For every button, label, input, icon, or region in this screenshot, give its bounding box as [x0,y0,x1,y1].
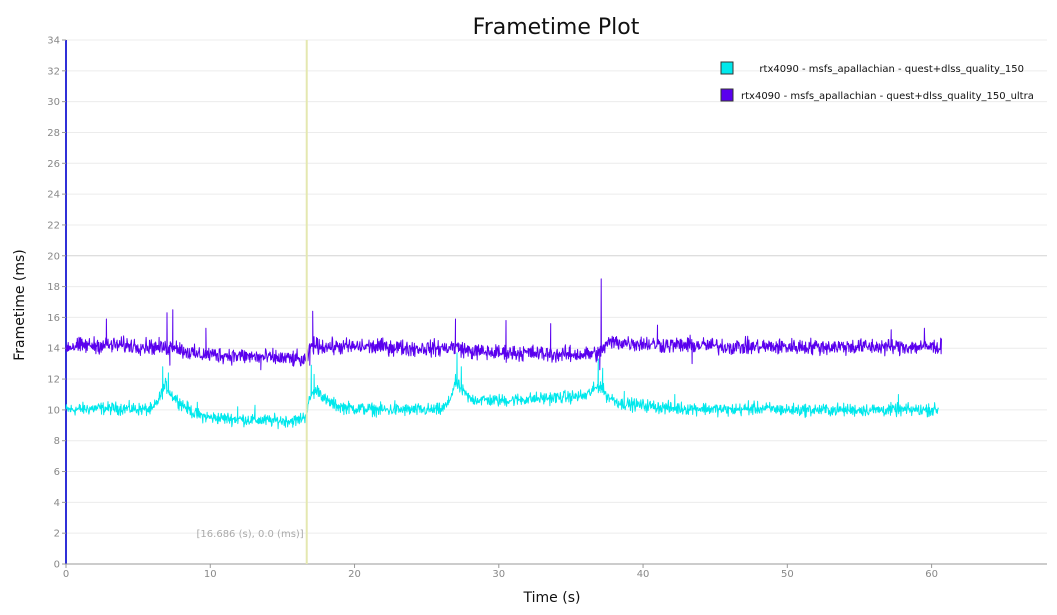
x-tick-label: 60 [925,569,938,580]
legend[interactable]: rtx4090 - msfs_apallachian - quest+dlss_… [720,61,1034,102]
y-tick-label: 0 [54,560,60,571]
legend-item-1[interactable]: rtx4090 - msfs_apallachian - quest+dlss_… [720,61,1024,75]
cursor-readout: [16.686 (s), 0.0 (ms)] [197,529,304,540]
y-tick-label: 24 [47,190,60,201]
series-layer [65,278,942,430]
x-tick-label: 0 [63,569,69,580]
y-tick-label: 22 [47,220,60,231]
axes [65,40,1047,565]
x-tick-label: 30 [492,569,505,580]
y-tick-label: 4 [54,498,60,509]
grid-lines [66,39,1047,565]
y-tick-label: 34 [47,36,60,47]
y-tick-label: 2 [54,529,60,540]
y-tick-label: 20 [47,251,60,262]
x-tick-labels: 0 10 20 30 40 50 60 [63,564,938,580]
y-tick-label: 14 [47,344,60,355]
legend-swatch-2 [720,88,734,102]
legend-label-2: rtx4090 - msfs_apallachian - quest+dlss_… [741,91,1034,102]
x-axis-title: Time (s) [523,590,581,606]
x-tick-label: 50 [781,569,794,580]
y-tick-label: 32 [47,66,60,77]
x-tick-label: 40 [637,569,650,580]
y-tick-label: 26 [47,159,60,170]
legend-swatch-1 [720,61,734,75]
legend-item-2[interactable]: rtx4090 - msfs_apallachian - quest+dlss_… [720,88,1034,102]
y-tick-label: 12 [47,375,60,386]
y-tick-label: 8 [54,436,60,447]
y-tick-label: 30 [47,97,60,108]
y-tick-label: 28 [47,128,60,139]
series-line-2 [65,278,942,371]
y-tick-label: 10 [47,405,60,416]
y-tick-label: 6 [54,467,60,478]
series-line-1 [65,352,939,430]
legend-label-1: rtx4090 - msfs_apallachian - quest+dlss_… [759,64,1024,75]
y-tick-label: 16 [47,313,60,324]
y-tick-label: 18 [47,282,60,293]
cursor-layer: [16.686 (s), 0.0 (ms)] [197,40,308,564]
x-tick-label: 10 [204,569,217,580]
chart-title: Frametime Plot [473,15,640,40]
y-axis-title: Frametime (ms) [12,249,28,361]
x-tick-label: 20 [348,569,361,580]
